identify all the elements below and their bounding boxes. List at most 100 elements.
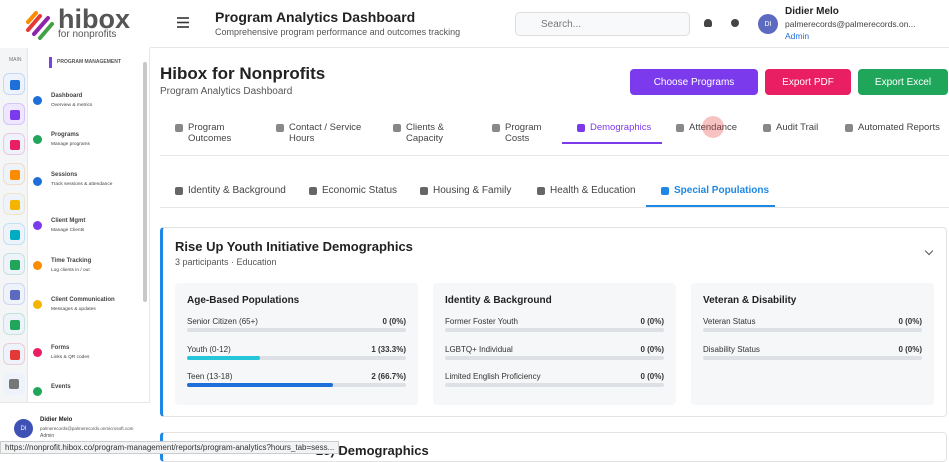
subtab-icon [661, 187, 669, 195]
progress-track [703, 355, 922, 360]
logo-mark [26, 11, 54, 40]
nav-panel [28, 48, 150, 402]
tab-icon [393, 124, 401, 132]
group-row: Limited English Proficiency 0 (0%) [445, 372, 664, 387]
sidebar-icon[interactable] [3, 133, 25, 155]
demographics-card [160, 227, 947, 417]
tab[interactable]: Contact / Service Hours [276, 122, 366, 144]
sidebar-icon[interactable] [3, 343, 25, 365]
group-row: LGBTQ+ Individual 0 (0%) [445, 345, 664, 360]
progress-track [187, 383, 406, 387]
menu-button[interactable] [177, 17, 189, 28]
search[interactable]: Search... [515, 12, 690, 36]
card-meta: 3 participants · Education [175, 257, 277, 267]
progress-track [445, 383, 664, 387]
sidebar-icon[interactable] [3, 223, 25, 245]
sidebar-icon[interactable] [3, 283, 25, 305]
sidebar-icon[interactable] [3, 253, 25, 275]
nav-item[interactable]: Time Tracking Log clients in / out [33, 258, 141, 274]
sidebar-icon[interactable] [3, 193, 25, 215]
nav-icon [33, 135, 42, 144]
nav-item[interactable]: Client Mgmt Manage Clients [33, 218, 141, 234]
export-pdf-button[interactable]: Export PDF [765, 69, 851, 95]
progress-track [187, 328, 406, 332]
nav-title: Forms [51, 345, 70, 351]
cursor [702, 116, 724, 138]
progress-track [703, 328, 922, 332]
sidebar-icon[interactable] [3, 163, 25, 185]
nav-icon [33, 177, 42, 186]
nav-item[interactable]: Dashboard Overview & metrics [33, 93, 141, 109]
page-title: Hibox for Nonprofits [160, 64, 326, 83]
tab-label: Attendance [689, 122, 738, 133]
sidebar-icon[interactable] [3, 73, 25, 95]
active-tab-underline [562, 142, 662, 144]
header-user-name: Didier Melo [785, 6, 839, 17]
tab[interactable]: Program Outcomes [175, 122, 245, 144]
choose-programs-button[interactable]: Choose Programs [630, 69, 758, 95]
section-label: PROGRAM MANAGEMENT [57, 59, 121, 65]
active-subtab-underline [646, 205, 775, 207]
row-value: 2 (66.7%) [371, 372, 406, 381]
subtab[interactable]: Special Populations [661, 185, 769, 196]
export-excel-button[interactable]: Export Excel [858, 69, 948, 95]
nav-title: Client Mgmt [51, 218, 86, 224]
tab-label: Program Costs [505, 122, 542, 144]
tab[interactable]: Audit Trail [763, 122, 823, 133]
nav-icon [33, 387, 42, 396]
subtab-icon [420, 187, 428, 195]
nav-icon [33, 348, 42, 357]
nav-item[interactable]: Sessions Track sessions & attendance [33, 172, 141, 188]
row-label: Teen (13-18) [187, 372, 233, 381]
subtab[interactable]: Economic Status [309, 185, 397, 196]
tab-icon [276, 124, 284, 132]
header-avatar[interactable]: DI [758, 14, 778, 34]
nav-item[interactable]: Programs Manage programs [33, 132, 141, 148]
nav-item[interactable]: Events [33, 384, 141, 396]
progress-fill [187, 355, 260, 360]
subtabs-divider [160, 207, 949, 208]
header-user-role: Admin [785, 31, 810, 41]
subtab[interactable]: Housing & Family [420, 185, 511, 196]
tab[interactable]: Automated Reports [845, 122, 940, 133]
status-bar: https://nonprofit.hibox.co/program-manag… [0, 441, 340, 454]
nav-item[interactable]: Client Communication Messages & updates [33, 297, 141, 313]
group-row: Youth (0-12) 1 (33.3%) [187, 345, 406, 360]
tab-label: Demographics [590, 122, 652, 133]
row-value: 0 (0%) [898, 317, 922, 326]
tab[interactable]: Program Costs [492, 122, 542, 144]
sidebar-icon[interactable] [3, 373, 25, 395]
user-role: Admin [40, 433, 55, 439]
tabs-divider [160, 155, 949, 156]
tab-label: Clients & Capacity [406, 122, 445, 144]
tab[interactable]: Clients & Capacity [393, 122, 453, 144]
header-subtitle: Comprehensive program performance and ou… [215, 27, 461, 37]
subtab-label: Housing & Family [433, 185, 512, 196]
nav-item[interactable]: Forms Links & QR codes [33, 345, 141, 361]
subtab[interactable]: Health & Education [537, 185, 636, 196]
sidebar-icon[interactable] [3, 313, 25, 335]
group-row: Former Foster Youth 0 (0%) [445, 317, 664, 332]
tab-icon [763, 124, 771, 132]
nav-title: Client Communication [51, 297, 115, 303]
nav-title: Events [51, 384, 71, 390]
group-row: Veteran Status 0 (0%) [703, 317, 922, 332]
group-row: Teen (13-18) 2 (66.7%) [187, 372, 406, 387]
card-title: Rise Up Youth Initiative Demographics [175, 239, 413, 254]
progress-fill [187, 383, 334, 387]
subtab-label: Identity & Background [188, 185, 286, 196]
bell[interactable] [704, 19, 712, 27]
page-subtitle: Program Analytics Dashboard [160, 86, 293, 97]
tab-icon [175, 124, 183, 132]
tab[interactable]: Demographics [577, 122, 657, 133]
tab-label: Audit Trail [776, 122, 819, 133]
sidebar-icon[interactable] [3, 103, 25, 125]
subtab-icon [175, 187, 183, 195]
subtab-label: Special Populations [674, 185, 770, 196]
subtab[interactable]: Identity & Background [175, 185, 286, 196]
avatar: DI [14, 419, 33, 438]
tab[interactable]: Attendance [676, 122, 746, 133]
theme-toggle[interactable] [731, 19, 739, 27]
progress-track [187, 355, 406, 360]
